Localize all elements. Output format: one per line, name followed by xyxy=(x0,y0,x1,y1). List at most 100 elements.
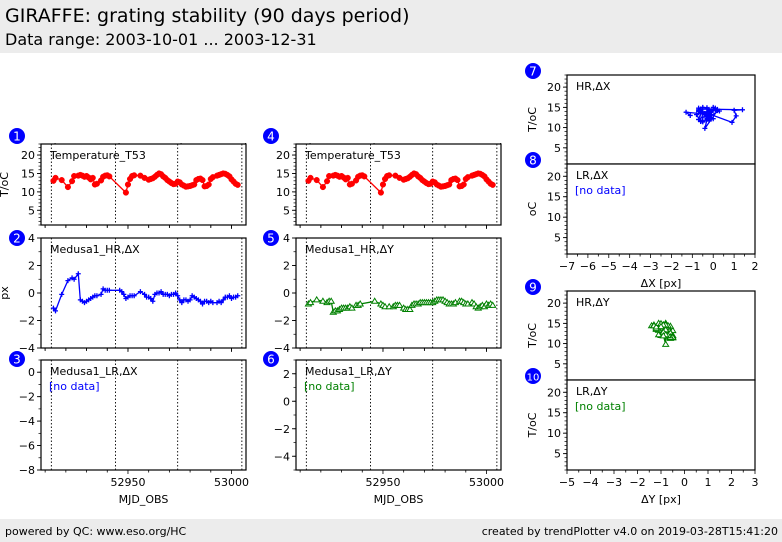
data-point xyxy=(52,308,58,314)
y-tick-label: 5 xyxy=(28,204,35,217)
y-tick-label: 15 xyxy=(547,407,561,420)
y-tick-label: 5 xyxy=(554,142,561,155)
x-tick-label: −5 xyxy=(601,260,617,273)
data-point xyxy=(733,113,739,119)
y-tick-label: 20 xyxy=(276,149,290,162)
data-point xyxy=(702,125,708,131)
y-tick-label: 5 xyxy=(554,358,561,371)
data-point xyxy=(361,173,368,180)
y-axis-label: T/oC xyxy=(0,172,11,198)
x-tick-label: −3 xyxy=(642,260,658,273)
data-point xyxy=(327,297,336,304)
panel-number-badge xyxy=(525,63,541,79)
y-tick-label: 15 xyxy=(547,191,561,204)
data-point xyxy=(71,276,77,282)
chart-panel-1: 5 10 15 20 T/oC Temperature_T53 1 xyxy=(0,128,247,229)
page-footer: powered by QC: www.eso.org/HC created by… xyxy=(0,519,782,542)
panel-number-badge xyxy=(263,128,279,144)
data-point xyxy=(122,189,129,196)
x-tick-label: −3 xyxy=(606,476,622,489)
x-tick-label: 2 xyxy=(728,476,735,489)
data-point xyxy=(348,180,355,187)
y-tick-label: −2 xyxy=(19,391,35,404)
data-point xyxy=(696,117,702,122)
y-tick-label: 15 xyxy=(21,167,35,180)
y-tick-label: 2 xyxy=(28,260,35,273)
y-tick-label: 20 xyxy=(547,386,561,399)
panel-label: HR,ΔX xyxy=(576,80,611,93)
data-point xyxy=(657,322,665,330)
x-tick-label: −1 xyxy=(653,476,669,489)
data-point xyxy=(148,296,154,301)
y-tick-label: 20 xyxy=(547,170,561,183)
x-tick-label: 53000 xyxy=(469,476,504,489)
panel-number: 9 xyxy=(529,281,537,295)
data-point xyxy=(179,300,185,306)
data-point xyxy=(234,181,241,188)
chart-panel-3: −8 −6 −4 −2 0 52950 53000 MJD_OBS Medusa1_LR,ΔX [… xyxy=(9,351,249,506)
x-tick-label: −2 xyxy=(663,260,679,273)
x-tick-label: −7 xyxy=(559,260,575,273)
chart-panel-10: 5 10 15 20 −5 −4 −3 −2 −1 0 1 2 3 ΔY [px] T/oC LR,ΔY [no… xyxy=(525,368,759,506)
y-tick-label: 15 xyxy=(547,317,561,330)
data-series xyxy=(304,295,497,315)
x-tick-label: −6 xyxy=(580,260,596,273)
x-axis-label: MJD_OBS xyxy=(119,493,169,506)
data-point xyxy=(121,291,127,297)
data-point xyxy=(106,173,113,180)
data-point xyxy=(731,107,737,113)
x-tick-label: 1 xyxy=(705,476,712,489)
x-tick-label: 0 xyxy=(710,260,717,273)
panel-number: 5 xyxy=(267,232,275,246)
y-tick-label: −2 xyxy=(274,423,290,436)
data-point xyxy=(312,295,321,303)
x-tick-label: −4 xyxy=(582,476,598,489)
chart-panel-7: 5 10 15 20 T/oC HR,ΔX 7 xyxy=(525,63,756,168)
data-series xyxy=(683,104,745,131)
data-point xyxy=(200,301,206,307)
data-point xyxy=(395,301,404,308)
y-tick-label: 0 xyxy=(28,366,35,379)
chart-panel-8: 5 10 15 20 −7 −6 −5 −4 −3 −2 −1 0 1 2 ΔX [px] oC LR,ΔX [n… xyxy=(525,152,759,290)
powered-by-text: powered by QC: www.eso.org/HC xyxy=(5,525,187,538)
no-data-label: [no data] xyxy=(575,184,626,197)
y-tick-label: 2 xyxy=(283,368,290,381)
panel-label: Medusa1_HR,ΔY xyxy=(305,243,394,256)
data-point xyxy=(306,298,315,306)
data-point xyxy=(696,105,702,111)
data-point xyxy=(131,172,138,179)
panel-number-badge xyxy=(9,128,25,144)
y-tick-label: 5 xyxy=(554,232,561,245)
y-tick-label: 15 xyxy=(547,101,561,114)
y-tick-label: 15 xyxy=(276,167,290,180)
data-point xyxy=(370,297,379,304)
y-tick-label: 20 xyxy=(21,149,35,162)
data-point xyxy=(488,301,497,308)
data-point xyxy=(344,174,351,181)
chart-panel-4: 5 10 15 20 Temperature_T53 4 xyxy=(263,128,502,229)
data-point xyxy=(89,174,96,181)
data-point xyxy=(150,298,156,304)
panel-number: 4 xyxy=(267,130,275,144)
y-tick-label: −2 xyxy=(274,315,290,328)
page-title: GIRAFFE: grating stability (90 days peri… xyxy=(5,5,410,27)
plot-frame xyxy=(295,359,502,471)
data-point xyxy=(50,305,56,311)
data-point xyxy=(220,297,226,303)
panel-label: LR,ΔX xyxy=(576,169,609,182)
data-point xyxy=(687,112,693,118)
chart-panel-5: −4 −2 0 2 4 Medusa1_HR,ΔY 5 xyxy=(263,230,502,355)
data-point xyxy=(307,174,314,181)
panel-number-badge xyxy=(525,368,541,384)
data-point xyxy=(218,300,224,306)
y-tick-label: 4 xyxy=(28,232,35,245)
panel-number: 2 xyxy=(13,232,21,246)
panel-number: 7 xyxy=(529,65,537,79)
panel-number-badge xyxy=(525,279,541,295)
panel-number-badge xyxy=(263,351,279,367)
y-tick-label: 0 xyxy=(28,287,35,300)
y-axis-label: T/oC xyxy=(526,107,539,133)
data-series xyxy=(305,170,496,196)
panel-label: LR,ΔY xyxy=(576,385,608,398)
data-range-subtitle: Data range: 2003-10-01 ... 2003-12-31 xyxy=(5,30,317,49)
